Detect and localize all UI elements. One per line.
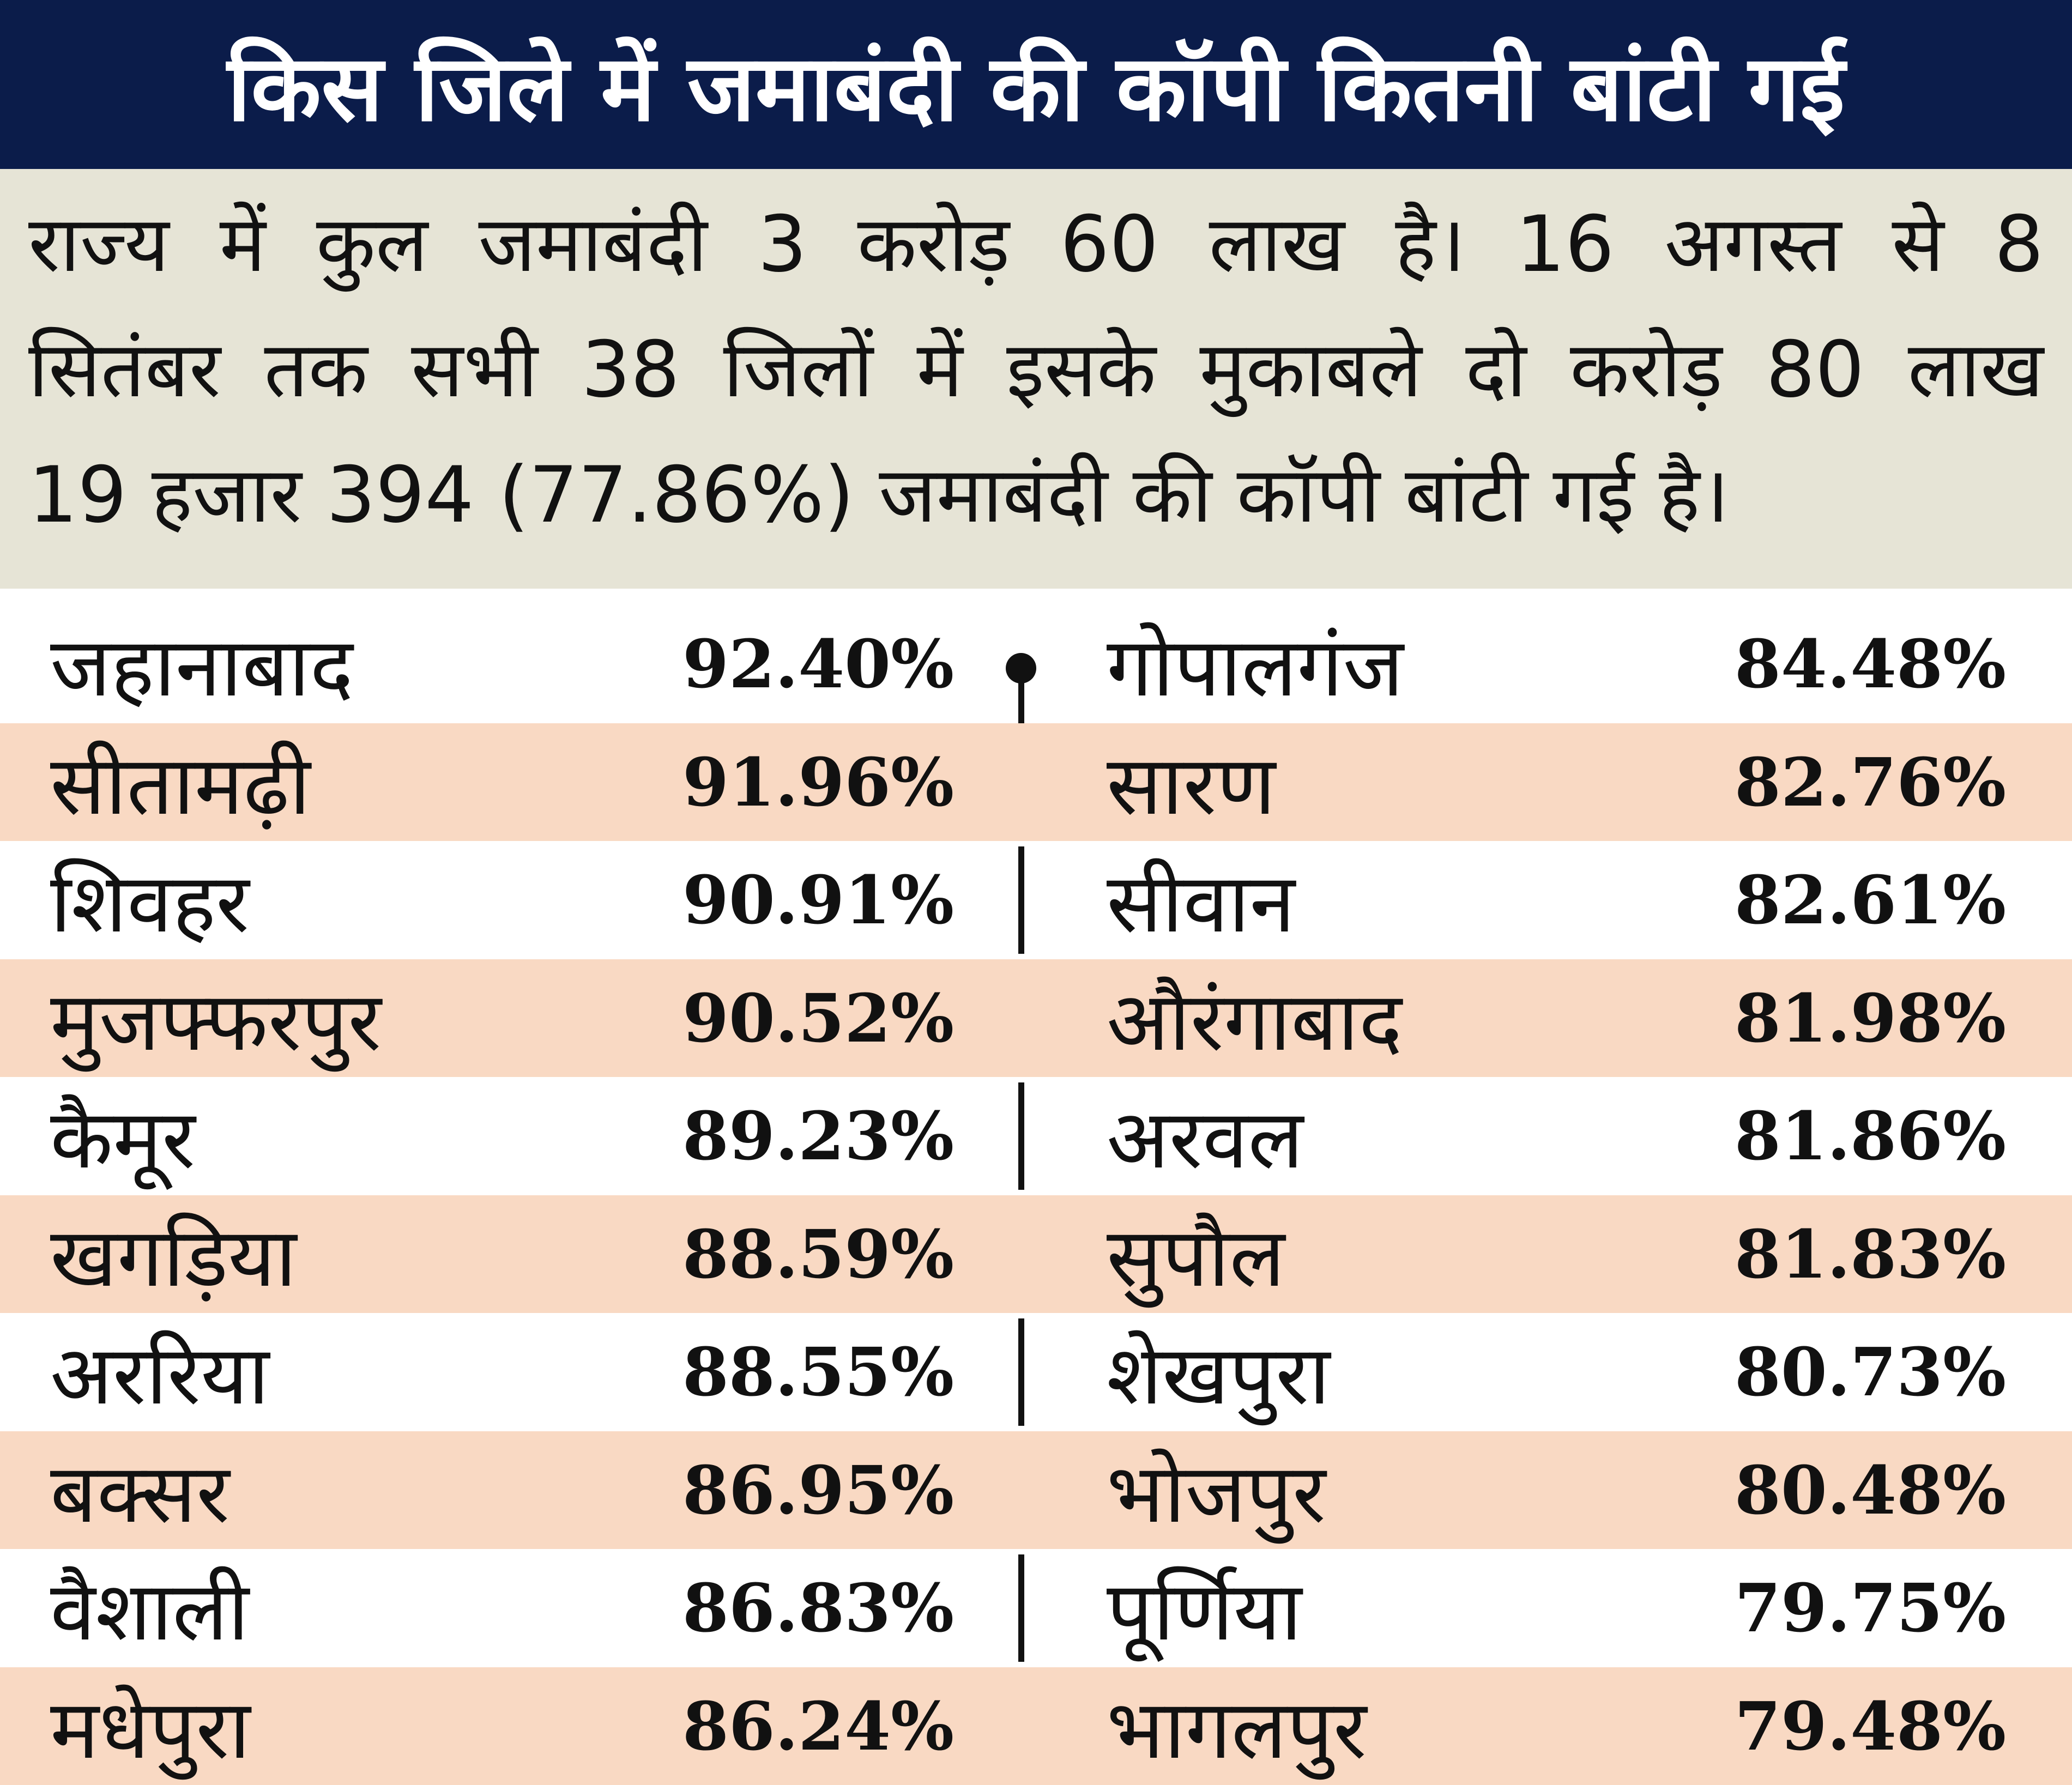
title-bar: किस जिले में जमाबंदी की कॉपी कितनी बांटी… [0,0,2072,169]
percentage-value: 81.86% [1735,1097,2006,1176]
percentage-value: 89.23% [682,1097,954,1176]
district-name: भोजपुर [1107,1446,1326,1541]
title: किस जिले में जमाबंदी की कॉपी कितनी बांटी… [227,34,1845,142]
percentage-value: 82.76% [1735,742,2006,821]
table-row: जहानाबाद 92.40% गोपालगंज 84.48% [0,605,2072,723]
table-row: वैशाली 86.83% पूर्णिया 79.75% [0,1549,2072,1667]
percentage-value: 84.48% [1735,625,2006,704]
district-table: जहानाबाद 92.40% गोपालगंज 84.48% सीतामढ़ी 91.9… [0,605,2072,1785]
district-name: खगड़िया [50,1210,297,1305]
district-name: सीतामढ़ी [50,738,311,833]
percentage-value: 80.73% [1735,1333,2006,1412]
percentage-value: 79.48% [1735,1686,2006,1765]
percentage-value: 86.95% [682,1450,954,1529]
table-row: अररिया 88.55% शेखपुरा 80.73% [0,1313,2072,1431]
percentage-value: 86.83% [682,1569,954,1648]
table-row: खगड़िया 88.59% सुपौल 81.83% [0,1195,2072,1313]
column-divider [1018,1554,1024,1662]
district-name: शिवहर [50,856,250,952]
column-divider [1018,1318,1024,1426]
table-row: बक्सर 86.95% भोजपुर 80.48% [0,1431,2072,1549]
table-row: कैमूर 89.23% अरवल 81.86% [0,1077,2072,1195]
district-name: गोपालगंज [1107,620,1404,716]
column-divider [1018,665,1024,723]
district-name: मधेपुरा [50,1682,251,1777]
district-name: औरंगाबाद [1107,974,1403,1069]
divider-dot [1006,653,1036,683]
summary-line: 19 हजार 394 (77.86%) जमाबंदी की कॉपी बां… [28,450,1730,540]
percentage-value: 81.83% [1735,1214,2006,1293]
district-name: पूर्णिया [1107,1564,1302,1660]
percentage-value: 90.52% [682,978,954,1057]
district-name: अररिया [50,1328,270,1424]
summary-box: राज्य में कुल जमाबंदी 3 करोड़ 60 लाख है।… [0,169,2072,589]
table-row: शिवहर 90.91% सीवान 82.61% [0,841,2072,959]
district-name: सारण [1107,738,1276,833]
percentage-value: 90.91% [682,861,954,940]
district-name: शेखपुरा [1107,1328,1331,1424]
percentage-value: 81.98% [1735,978,2006,1057]
percentage-value: 86.24% [682,1686,954,1765]
table-row: मधेपुरा 86.24% भागलपुर 79.48% [0,1667,2072,1785]
district-name: जहानाबाद [50,620,354,716]
percentage-value: 79.75% [1735,1569,2006,1648]
district-name: कैमूर [50,1092,196,1188]
percentage-value: 88.55% [682,1333,954,1412]
table-row: सीतामढ़ी 91.96% सारण 82.76% [0,723,2072,841]
district-name: बक्सर [50,1446,230,1541]
percentage-value: 92.40% [682,625,954,704]
column-divider [1018,846,1024,954]
percentage-value: 91.96% [682,742,954,821]
summary-line: सितंबर तक सभी 38 जिलों में इसके मुकाबले … [28,325,2044,415]
percentage-value: 80.48% [1735,1450,2006,1529]
column-divider [1018,1082,1024,1190]
percentage-value: 82.61% [1735,861,2006,940]
district-name: अरवल [1107,1092,1304,1188]
table-row: मुजफ्फरपुर 90.52% औरंगाबाद 81.98% [0,959,2072,1077]
summary-line: राज्य में कुल जमाबंदी 3 करोड़ 60 लाख है।… [28,199,2044,289]
district-name: सुपौल [1107,1210,1285,1305]
district-name: भागलपुर [1107,1682,1367,1777]
percentage-value: 88.59% [682,1214,954,1293]
district-name: वैशाली [50,1564,249,1660]
district-name: सीवान [1107,856,1295,952]
district-name: मुजफ्फरपुर [50,974,382,1069]
